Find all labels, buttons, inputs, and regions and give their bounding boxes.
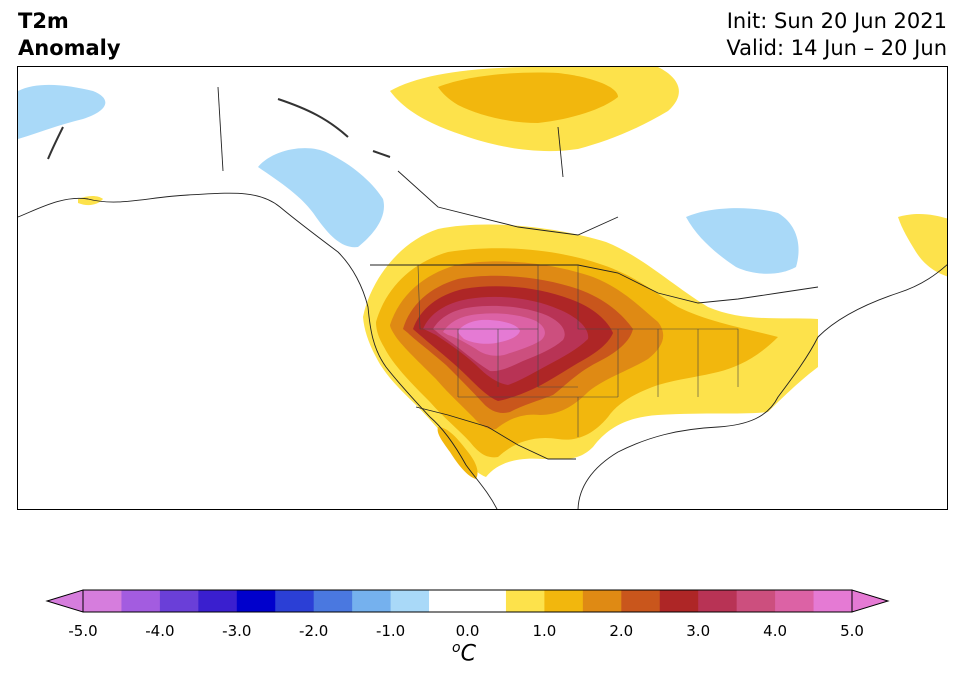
colorbar-tick-label: -2.0 [299, 622, 329, 640]
colorbar-bin-2 [159, 590, 199, 612]
colorbar-bin-14 [659, 590, 699, 612]
cool-area-hudson-east [686, 208, 799, 274]
colorbar-tick-label: 3.0 [686, 622, 711, 640]
cool-area-northwest-canada [258, 148, 384, 248]
colorbar-bin-5 [275, 590, 315, 612]
forecast-dates: Init: Sun 20 Jun 2021 Valid: 14 Jun – 20… [726, 8, 947, 62]
colorbar-tick-label: -5.0 [68, 622, 98, 640]
colorbar-bin-17 [775, 590, 815, 612]
coastline-gulf [577, 264, 947, 509]
colorbar-bin-6 [313, 590, 353, 612]
colorbar-frame [82, 589, 853, 613]
colorbar-tick-label: 1.0 [532, 622, 557, 640]
colorbar-bin-9 [429, 590, 507, 612]
cool-area-alaska [18, 84, 106, 139]
init-date: Init: Sun 20 Jun 2021 [726, 9, 947, 33]
colorbar-bin-18 [813, 590, 853, 612]
anomaly-map [17, 66, 948, 510]
colorbar-bin-0 [83, 590, 122, 612]
colorbar-tick-label: -1.0 [375, 622, 406, 640]
colorbar-tick-label: -3.0 [222, 622, 252, 640]
colorbar-tick-label: 2.0 [609, 622, 634, 640]
colorbar-bin-10 [505, 590, 545, 612]
colorbar-bins [83, 590, 853, 612]
colorbar-bin-15 [698, 590, 738, 612]
colorbar-bin-16 [736, 590, 776, 612]
colorbar-over-arrow [851, 589, 890, 613]
units-celsius: C [460, 641, 476, 667]
colorbar-bin-13 [621, 590, 661, 612]
colorbar-tick-label: -4.0 [145, 622, 175, 640]
units-degree: o [452, 640, 461, 656]
units-label: oC [452, 640, 476, 666]
state-lines [417, 264, 739, 437]
river [277, 98, 349, 138]
chart-title: T2m Anomaly [18, 8, 121, 62]
colorbar-tick-label: 4.0 [763, 622, 788, 640]
title-line-2: Anomaly [18, 36, 121, 60]
colorbar-bin-3 [198, 590, 238, 612]
valid-date: Valid: 14 Jun – 20 Jun [726, 36, 947, 60]
colorbar-bin-7 [352, 590, 392, 612]
colorbar-bin-4 [236, 590, 276, 612]
border-us-canada [370, 264, 819, 304]
colorbar-bin-8 [390, 590, 430, 612]
coastline-west [18, 192, 498, 509]
colorbar-bin-11 [544, 590, 584, 612]
colorbar-bin-12 [582, 590, 622, 612]
border-us-mexico [415, 406, 576, 460]
colorbar-tick-label: 0.0 [455, 622, 480, 640]
map-svg [18, 67, 947, 509]
title-line-1: T2m [18, 9, 69, 33]
colorbar-bin-1 [121, 590, 161, 612]
colorbar-under-arrow [45, 589, 84, 613]
colorbar [45, 589, 890, 613]
colorbar-tick-label: 5.0 [840, 622, 864, 640]
